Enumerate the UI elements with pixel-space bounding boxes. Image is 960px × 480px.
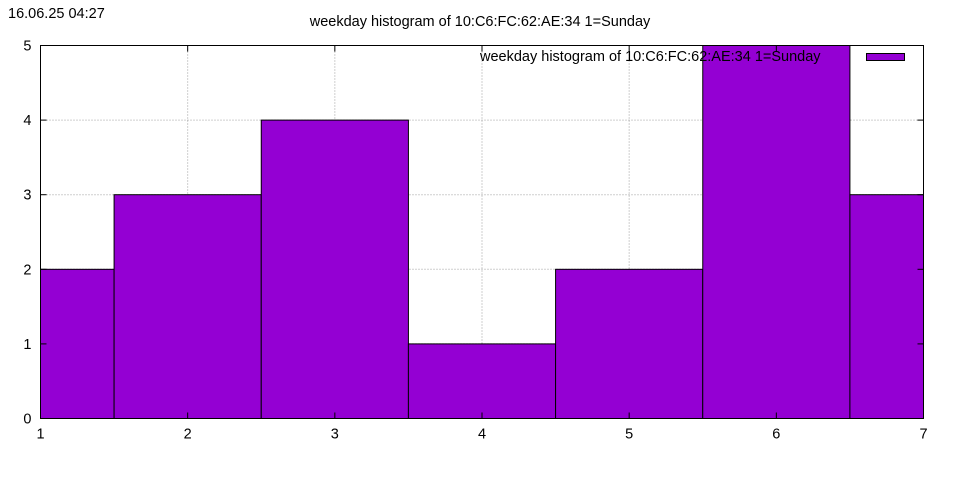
bar-2	[113, 194, 262, 419]
y-tick-label: 1	[23, 337, 31, 353]
y-tick-label: 4	[23, 113, 31, 129]
legend-label: weekday histogram of 10:C6:FC:62:AE:34 1…	[479, 49, 821, 65]
bar-5	[555, 268, 704, 419]
x-tick-label: 6	[772, 427, 780, 443]
bar-1	[40, 268, 115, 419]
y-tick-label: 3	[23, 188, 31, 204]
legend-swatch	[866, 53, 905, 61]
bar-4	[407, 343, 557, 419]
bar-6	[702, 45, 851, 419]
y-tick-label: 5	[23, 39, 31, 55]
timestamp-label: 16.06.25 04:27	[8, 6, 105, 22]
x-tick-label: 7	[919, 427, 927, 443]
x-tick-label: 3	[331, 427, 339, 443]
bar-3	[260, 119, 409, 419]
legend: weekday histogram of 10:C6:FC:62:AE:34 1…	[479, 49, 905, 65]
y-tick-label: 2	[23, 262, 31, 278]
y-tick-labels: 0 1 2 3 4 5	[23, 39, 31, 428]
x-tick-label: 4	[478, 427, 486, 443]
y-tick-label: 0	[23, 412, 31, 428]
x-tick-label: 1	[36, 427, 44, 443]
x-tick-label: 2	[184, 427, 192, 443]
x-tick-labels: 1 2 3 4 5 6 7	[36, 427, 927, 443]
bar-7	[849, 194, 925, 419]
chart-title: weekday histogram of 10:C6:FC:62:AE:34 1…	[309, 14, 651, 30]
axis-ticks	[40, 45, 924, 419]
x-tick-label: 5	[625, 427, 633, 443]
bar-series	[40, 45, 925, 419]
